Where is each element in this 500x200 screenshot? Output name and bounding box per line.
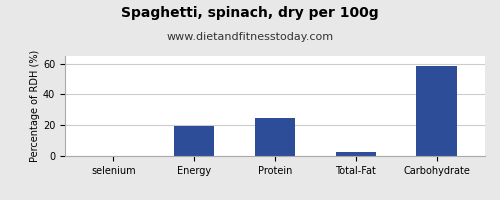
Bar <box>174 126 214 156</box>
Bar <box>336 152 376 156</box>
Bar <box>416 66 457 156</box>
Text: www.dietandfitnesstoday.com: www.dietandfitnesstoday.com <box>166 32 334 42</box>
Text: Spaghetti, spinach, dry per 100g: Spaghetti, spinach, dry per 100g <box>121 6 379 20</box>
Y-axis label: Percentage of RDH (%): Percentage of RDH (%) <box>30 50 40 162</box>
Bar <box>255 118 295 156</box>
